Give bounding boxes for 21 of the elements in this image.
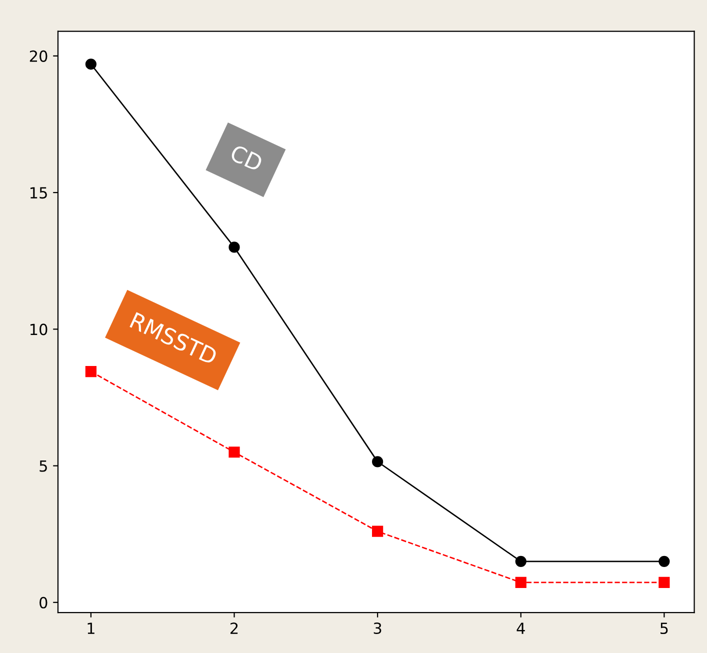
point — [372, 526, 384, 537]
point — [515, 556, 526, 567]
point — [228, 242, 240, 253]
x-tick-label: 2 — [230, 622, 238, 634]
point — [515, 576, 526, 588]
x-tick-label: 3 — [374, 622, 382, 634]
x-tick-label: 5 — [660, 622, 668, 634]
point — [85, 366, 96, 378]
point — [658, 576, 670, 588]
point — [228, 446, 240, 458]
point — [372, 456, 384, 468]
y-tick-label: 5 — [40, 460, 47, 472]
x-tick-label: 1 — [88, 622, 94, 634]
point — [658, 556, 670, 567]
point — [85, 58, 96, 70]
x-tick-label: 4 — [516, 622, 525, 634]
y-tick-label: 15 — [30, 187, 47, 199]
y-tick-label: 20 — [30, 50, 48, 62]
text: CD — [229, 144, 264, 172]
y-tick-label: 10 — [30, 324, 48, 336]
y-tick-label: 0 — [40, 596, 48, 608]
